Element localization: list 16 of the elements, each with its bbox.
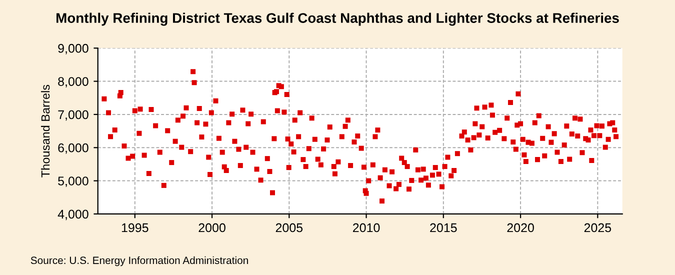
x-tick-label: 2000 (198, 223, 226, 232)
x-tick-label: 2010 (353, 223, 380, 232)
y-tick-label: 8,000 (58, 77, 88, 88)
x-tick-label: 1995 (122, 223, 148, 232)
y-tick-label: 4,000 (58, 210, 88, 220)
chart-title: Monthly Refining District Texas Gulf Coast Naphthas and Lighter Stocks at Refineries (56, 12, 619, 26)
y-tick-label: 5,000 (58, 176, 88, 187)
y-axis-title: Thousand Barrels (41, 84, 50, 178)
y-tick-label: 7,000 (58, 110, 88, 121)
x-tick-label: 2020 (507, 223, 534, 232)
y-tick-label: 6,000 (58, 143, 88, 154)
source-note: Source: U.S. Energy Information Administration (30, 256, 248, 266)
y-tick-label: 9,000 (58, 44, 88, 54)
x-tick-label: 2005 (276, 223, 303, 232)
x-tick-label: 2025 (584, 223, 612, 232)
x-tick-label: 2015 (430, 223, 457, 232)
